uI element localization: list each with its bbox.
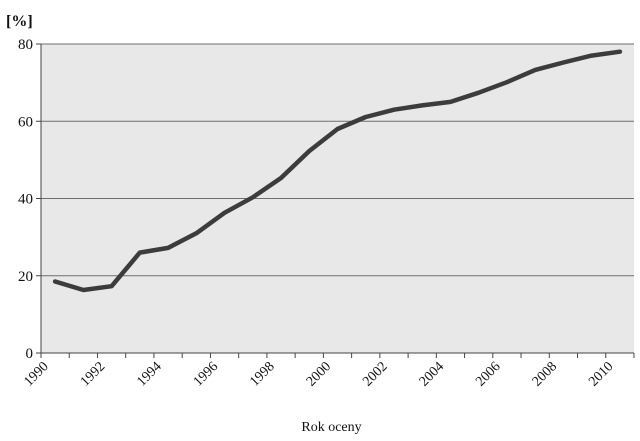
x-tick-label-1990: 1990 — [21, 359, 51, 389]
data-point — [533, 68, 537, 72]
data-point — [223, 211, 227, 215]
x-tick-label-2008: 2008 — [530, 359, 560, 389]
y-tick-label-80: 80 — [18, 37, 33, 53]
data-point — [505, 80, 509, 84]
x-axis-title: Rok oceny — [301, 420, 361, 435]
y-tick-label-20: 20 — [18, 269, 33, 285]
data-point — [392, 108, 396, 112]
x-tick-label-2002: 2002 — [360, 359, 390, 389]
x-tick-label-2000: 2000 — [304, 359, 334, 389]
data-point — [561, 61, 565, 65]
axes — [36, 43, 635, 358]
data-point — [251, 195, 255, 199]
data-point — [138, 251, 142, 255]
y-tick-label-60: 60 — [18, 114, 33, 130]
data-point — [81, 288, 85, 292]
series-line-0 — [52, 49, 623, 293]
y-tick-label-40: 40 — [18, 192, 33, 208]
x-tick-label-2010: 2010 — [586, 359, 616, 389]
data-point — [590, 54, 594, 58]
x-tick-label-1992: 1992 — [78, 359, 108, 389]
y-tick-label-0: 0 — [26, 346, 34, 362]
data-point — [110, 284, 114, 288]
x-tick-label-1996: 1996 — [191, 359, 221, 389]
data-point — [166, 246, 170, 250]
data-point — [279, 176, 283, 180]
data-point — [53, 280, 57, 284]
series-layer — [52, 49, 623, 293]
data-point — [307, 149, 311, 153]
x-tick-label-1994: 1994 — [134, 359, 164, 389]
y-axis-unit-label: [%] — [6, 13, 33, 30]
x-tick-label-2004: 2004 — [417, 359, 447, 389]
data-point — [618, 50, 622, 54]
data-point — [477, 91, 481, 95]
data-point — [336, 127, 340, 131]
x-tick-label-2006: 2006 — [473, 359, 503, 389]
data-point — [448, 100, 452, 104]
data-point — [420, 103, 424, 107]
x-tick-label-1998: 1998 — [247, 359, 277, 389]
gridlines — [41, 43, 634, 277]
data-point — [364, 115, 368, 119]
data-point — [194, 231, 198, 235]
